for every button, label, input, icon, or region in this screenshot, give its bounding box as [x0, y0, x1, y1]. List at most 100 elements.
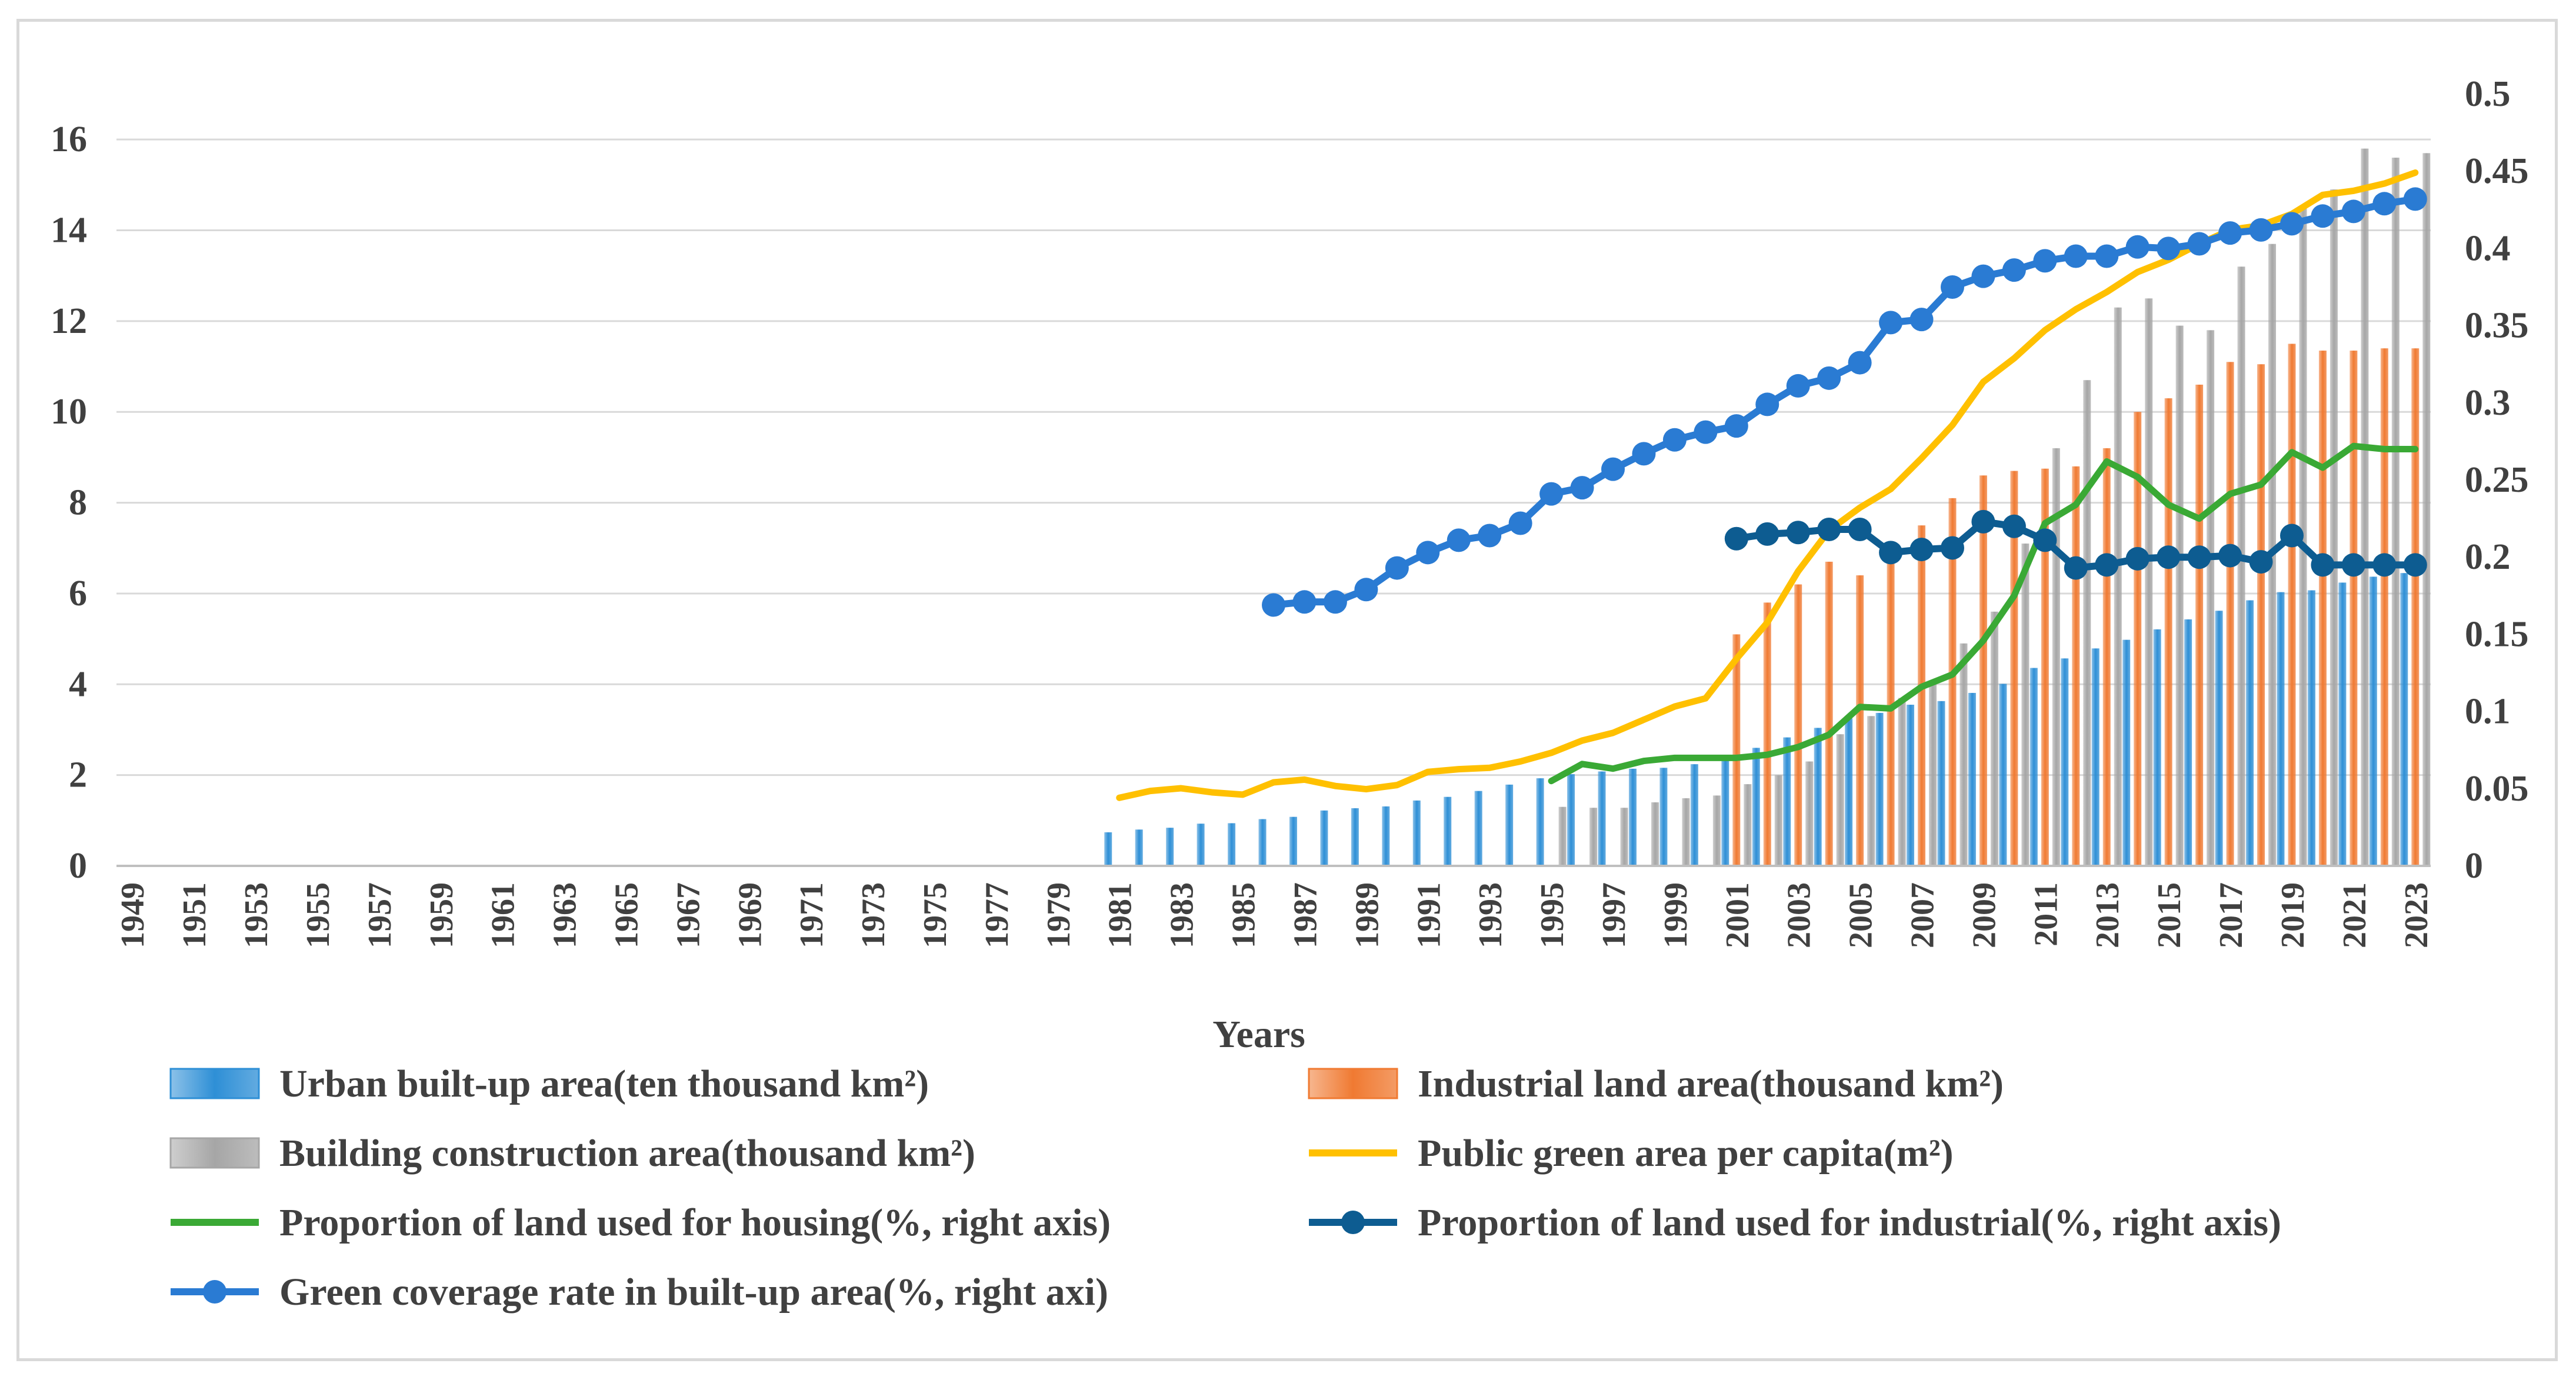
x-tick-label: 1997 — [1596, 882, 1632, 948]
x-tick-label: 2007 — [1905, 882, 1941, 948]
marker-0d5c91-2011 — [2033, 528, 2057, 552]
x-tick-label: 1973 — [855, 882, 892, 948]
bar-a6a6a6-1998 — [1651, 802, 1659, 866]
bar-2e8fd6-1998 — [1628, 768, 1637, 866]
marker-2a7bd3-2011 — [2033, 249, 2057, 273]
y-tick-label-right: 0.45 — [2465, 151, 2529, 191]
bar-f07a32-2015 — [2164, 398, 2172, 866]
bars — [1104, 148, 2431, 866]
bar-f07a32-2023 — [2411, 348, 2420, 866]
marker-0d5c91-2008 — [1940, 536, 1964, 560]
x-tick-label: 1955 — [300, 882, 336, 948]
bar-a6a6a6-2011 — [2052, 448, 2060, 866]
marker-2a7bd3-2002 — [1755, 392, 1779, 416]
marker-0d5c91-2015 — [2157, 545, 2181, 569]
bar-2e8fd6-1997 — [1598, 771, 1606, 866]
y-tick-label-left: 14 — [51, 211, 87, 251]
bar-2e8fd6-2006 — [1875, 712, 1884, 866]
marker-2a7bd3-2001 — [1724, 414, 1748, 438]
x-tick-label: 2019 — [2275, 882, 2311, 948]
legend-label: Urban built-up area(ten thousand km²) — [279, 1062, 929, 1105]
bar-2e8fd6-1990 — [1382, 806, 1390, 866]
marker-0d5c91-2005 — [1848, 517, 1872, 541]
axes: 0 2 4 6 8 10 12 14 16 0 0.05 0.1 0.15 0.2 0.25 0.3 0.35 0… — [51, 74, 2529, 948]
bar-2e8fd6-2016 — [2184, 619, 2192, 866]
bar-2e8fd6-2003 — [1783, 737, 1791, 866]
marker-2a7bd3-2010 — [2002, 258, 2026, 282]
bar-f07a32-2013 — [2102, 448, 2111, 866]
x-tick-label: 2015 — [2151, 882, 2188, 948]
bar-2e8fd6-1982 — [1135, 829, 1143, 866]
x-tick-label: 1951 — [176, 882, 213, 948]
marker-0d5c91-2019 — [2280, 524, 2304, 548]
bar-a6a6a6-2008 — [1960, 643, 1968, 866]
marker-2a7bd3-1987 — [1292, 590, 1317, 614]
bar-2e8fd6-2019 — [2277, 592, 2285, 866]
legend: Urban built-up area(ten thousand km²) Ind… — [169, 1062, 2281, 1314]
marker-2a7bd3-2000 — [1694, 420, 1718, 444]
bar-2e8fd6-1985 — [1228, 823, 1236, 866]
x-tick-label: 1965 — [608, 882, 645, 948]
legend-swatch-marker — [1341, 1211, 1365, 1234]
bar-f07a32-2002 — [1763, 602, 1771, 866]
bar-2e8fd6-2009 — [1968, 692, 1976, 866]
bar-2e8fd6-2004 — [1814, 728, 1822, 866]
bar-2e8fd6-1987 — [1289, 816, 1297, 866]
bar-f07a32-2022 — [2380, 348, 2388, 866]
bar-a6a6a6-2023 — [2422, 153, 2431, 866]
bar-2e8fd6-2005 — [1845, 718, 1853, 866]
y-tick-label-right: 0.4 — [2465, 228, 2511, 268]
x-tick-label: 1981 — [1102, 882, 1139, 948]
x-tick-label: 1983 — [1164, 882, 1201, 948]
bar-2e8fd6-1999 — [1659, 768, 1668, 866]
bar-2e8fd6-2002 — [1752, 748, 1760, 866]
marker-2a7bd3-1992 — [1447, 528, 1471, 552]
y-tick-label-right: 0.25 — [2465, 460, 2529, 500]
bar-a6a6a6-1997 — [1620, 808, 1628, 866]
y-tick-label-left: 0 — [69, 846, 87, 886]
y-tick-label-left: 16 — [51, 119, 87, 159]
bar-2e8fd6-2008 — [1937, 701, 1945, 866]
legend-item: Industrial land area(thousand km²) — [1308, 1062, 2004, 1105]
legend-label: Proportion of land used for industrial(%… — [1418, 1201, 2281, 1244]
x-tick-label: 1977 — [979, 882, 1015, 948]
x-tick-label: 2011 — [2028, 882, 2064, 946]
x-tick-label: 2009 — [1966, 882, 2002, 948]
bar-f07a32-2020 — [2318, 351, 2327, 866]
marker-2a7bd3-1991 — [1416, 541, 1440, 565]
marker-0d5c91-2012 — [2064, 556, 2088, 580]
bar-2e8fd6-2018 — [2246, 600, 2254, 866]
x-tick-label: 1953 — [238, 882, 275, 948]
legend-swatch-marker — [203, 1280, 226, 1304]
legend-item: Urban built-up area(ten thousand km²) — [169, 1062, 929, 1105]
bar-f07a32-2009 — [1979, 475, 1987, 866]
bar-f07a32-2014 — [2134, 412, 2142, 866]
y-tick-label-right: 0.5 — [2465, 74, 2511, 114]
lines — [1116, 169, 2427, 801]
y-tick-label-left: 12 — [51, 301, 87, 341]
marker-2a7bd3-2020 — [2311, 204, 2335, 228]
marker-2a7bd3-2016 — [2187, 232, 2211, 256]
bar-f07a32-2008 — [1948, 498, 1957, 866]
marker-2a7bd3-1996 — [1570, 476, 1594, 500]
bar-2e8fd6-2000 — [1690, 764, 1698, 866]
bar-2e8fd6-2017 — [2215, 611, 2223, 866]
bar-a6a6a6-2022 — [2391, 158, 2400, 866]
marker-2a7bd3-2022 — [2372, 192, 2397, 216]
marker-0d5c91-2020 — [2311, 553, 2335, 577]
bar-f07a32-2011 — [2041, 468, 2049, 866]
y-tick-label-right: 0.3 — [2465, 383, 2511, 423]
marker-2a7bd3-1999 — [1662, 428, 1687, 452]
bar-f07a32-2001 — [1732, 634, 1741, 866]
bar-a6a6a6-2009 — [1990, 611, 1998, 866]
bar-f07a32-2003 — [1794, 584, 1802, 866]
legend-label: Proportion of land used for housing(%, r… — [279, 1201, 1111, 1244]
x-tick-label: 1995 — [1534, 882, 1571, 948]
y-tick-label-right: 0.15 — [2465, 614, 2529, 654]
x-tick-label: 1969 — [732, 882, 768, 948]
bar-a6a6a6-2021 — [2361, 148, 2369, 866]
y-tick-label-right: 0 — [2465, 846, 2483, 886]
marker-2a7bd3-1993 — [1478, 524, 1502, 548]
bar-2e8fd6-1984 — [1197, 824, 1205, 866]
marker-2a7bd3-2009 — [1971, 264, 1995, 288]
